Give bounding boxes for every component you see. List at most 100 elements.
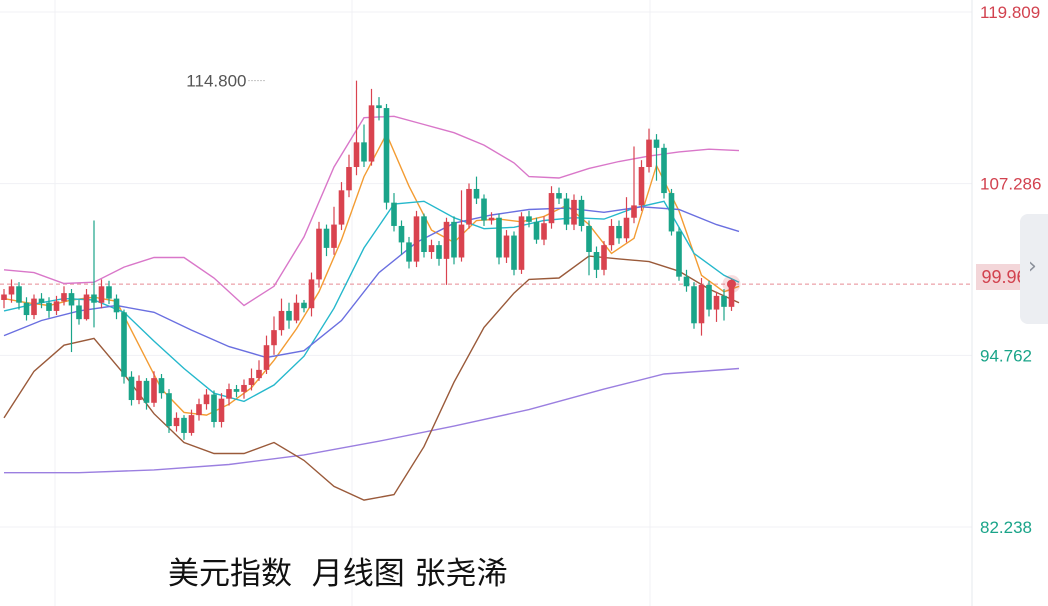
candle-body <box>226 389 232 399</box>
candle-body <box>608 225 615 246</box>
candle-body <box>151 378 157 403</box>
last-price-dot <box>727 279 736 289</box>
overlay-line <box>3 206 740 359</box>
candle-body <box>83 294 90 320</box>
candle-body <box>556 193 562 199</box>
candle-body <box>263 345 270 370</box>
candle-body <box>398 225 405 243</box>
candle-body <box>166 393 172 427</box>
candle-body <box>293 302 300 321</box>
candle-body <box>488 217 495 221</box>
candle-body <box>638 167 645 206</box>
candle-body <box>728 284 735 307</box>
candle-body <box>473 188 480 199</box>
candle-body <box>121 312 127 377</box>
candle-body <box>496 217 502 258</box>
candle-body <box>646 139 652 168</box>
candle-body <box>241 384 247 392</box>
candle-body <box>331 224 337 248</box>
side-panel-toggle[interactable]: › <box>1020 214 1048 324</box>
candle-body <box>481 198 487 221</box>
candle-body <box>91 294 97 303</box>
candle-body <box>616 225 622 239</box>
candle-body <box>593 252 600 270</box>
candle-body <box>601 245 607 270</box>
candle-body <box>98 286 105 303</box>
candle-body <box>406 242 412 262</box>
candle-body <box>391 202 397 226</box>
candle-body <box>458 224 465 258</box>
candle-body <box>668 193 675 232</box>
candle-body <box>376 105 382 109</box>
candle-body <box>338 190 345 225</box>
candle-body <box>301 302 307 309</box>
candle-body <box>128 376 135 401</box>
candle-body <box>278 310 285 331</box>
candle-body <box>541 223 547 240</box>
candle-body <box>383 108 390 203</box>
candle-body <box>526 216 532 222</box>
candle-body <box>698 284 705 324</box>
overlay-line <box>3 200 740 403</box>
candle-body <box>548 193 555 224</box>
candle-body <box>353 142 360 168</box>
candle-body <box>106 286 112 299</box>
candle-body <box>136 380 142 401</box>
candle-body <box>368 105 375 162</box>
candle-body <box>188 415 195 433</box>
candle-body <box>511 235 517 270</box>
candle-body <box>683 276 690 287</box>
candle-body <box>428 245 435 253</box>
candle-body <box>286 310 292 321</box>
y-tick-label: 107.286 <box>980 175 1041 194</box>
candle-body <box>173 417 180 427</box>
y-tick-label: 119.809 <box>980 3 1040 22</box>
candle-body <box>196 404 202 416</box>
candle-body <box>113 298 120 313</box>
candle-body <box>181 417 187 433</box>
candle-body <box>578 199 585 226</box>
candle-body <box>413 216 420 262</box>
candle-body <box>16 286 22 303</box>
candle-body <box>323 228 330 248</box>
overlay-line <box>3 132 740 416</box>
candle-body <box>713 295 720 310</box>
candle-body <box>436 245 442 259</box>
candle-body <box>211 394 217 422</box>
candle-body <box>563 198 570 225</box>
candle-body <box>721 295 727 307</box>
candle-body <box>623 217 630 239</box>
overlay-line <box>4 367 740 474</box>
candle-body <box>706 284 712 310</box>
candle-body <box>518 216 525 270</box>
overlay-line <box>3 255 740 501</box>
candle-body <box>316 228 322 280</box>
y-tick-label: 94.762 <box>980 346 1032 365</box>
high-annotation-label: 114.800 <box>186 72 246 91</box>
candle-body <box>1 294 7 300</box>
candle-body <box>571 199 577 225</box>
candle-body <box>203 394 210 405</box>
candle-body <box>661 147 667 194</box>
candle-body <box>503 235 510 258</box>
candle-body <box>46 302 52 311</box>
y-tick-label: 82.238 <box>980 518 1032 537</box>
candle-body <box>346 167 352 191</box>
candle-body <box>451 221 457 258</box>
candle-body <box>8 286 15 295</box>
candle-body <box>38 298 45 303</box>
candle-body <box>248 378 255 385</box>
candle-body <box>143 380 150 403</box>
candle-body <box>256 369 262 379</box>
candle-body <box>631 205 637 218</box>
candle-body <box>233 389 240 392</box>
candle-body <box>76 305 82 320</box>
candle-body <box>466 188 472 225</box>
chart-caption: 美元指数 月线图 张尧浠 <box>168 556 508 592</box>
candle-body <box>691 286 697 324</box>
candle-body <box>271 330 277 346</box>
candle-body <box>676 231 682 277</box>
candle-body <box>443 221 450 259</box>
candle-body <box>361 142 367 162</box>
